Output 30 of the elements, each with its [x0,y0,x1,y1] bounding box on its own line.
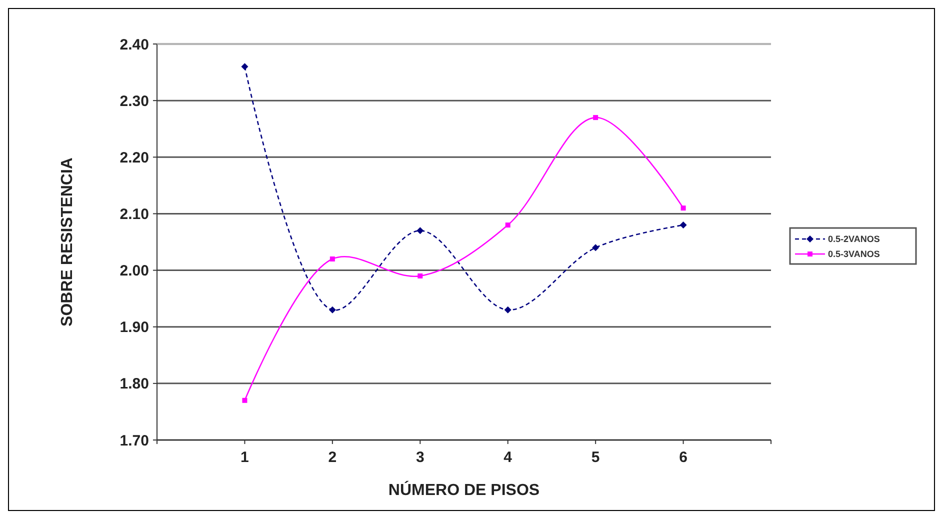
x-tick-label: 5 [591,449,600,466]
point [330,256,335,262]
x-tick-label: 6 [679,449,688,466]
y-tick-label: 2.00 [120,262,149,280]
point [504,306,512,314]
point [242,398,248,403]
y-axis-title: SOBRE RESISTENCIA [59,157,76,326]
y-tick-label: 2.30 [120,92,149,110]
y-tick-label: 1.80 [120,376,149,393]
x-tick-label: 3 [416,449,424,466]
point [328,306,336,314]
y-tick-label: 2.20 [120,149,149,166]
y-tick-label: 1.90 [120,319,149,336]
y-tick-label: 2.40 [120,36,149,54]
point [241,63,248,70]
point [592,244,600,252]
x-tick-label: 4 [504,449,513,466]
x-tick-label: 2 [328,449,337,466]
y-tick-label: 1.70 [120,432,149,450]
point [680,206,686,211]
point [416,227,424,234]
point [418,273,423,278]
x-axis-title: NÚMERO DE PISOS [388,480,540,499]
legend-label: 0.5-3VANOS [828,249,880,260]
y-tick-label: 2.10 [120,206,149,223]
point [593,115,598,120]
x-tick-label: 1 [240,449,249,466]
legend-label: 0.5-2VANOS [828,234,880,244]
point [680,222,687,229]
point [505,222,510,228]
